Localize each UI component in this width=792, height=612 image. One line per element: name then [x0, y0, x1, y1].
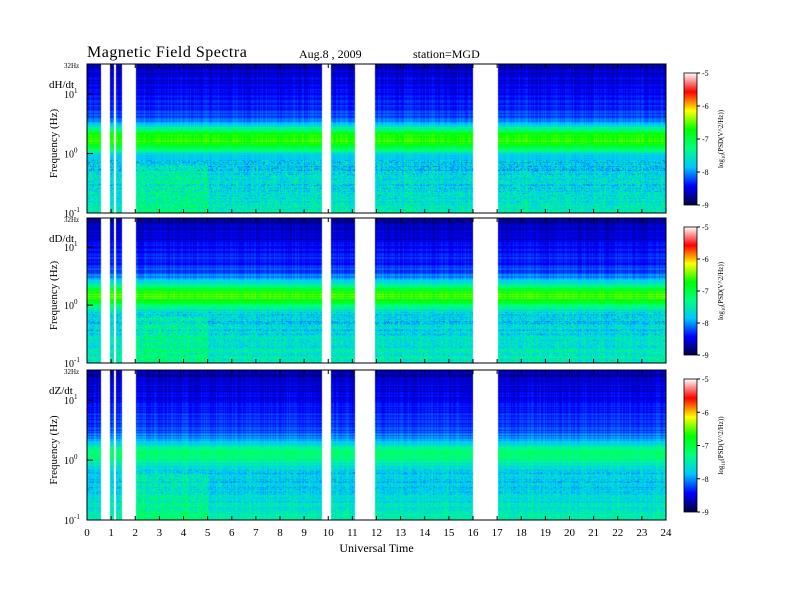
spectrogram-image-2 [87, 370, 666, 520]
chart-title: Magnetic Field Spectra [87, 44, 248, 61]
x-tick-label-23: 23 [636, 527, 648, 539]
colorbar-tick-label-2-3: -8 [702, 475, 709, 484]
spectrogram-image-0 [87, 64, 666, 213]
x-tick-label-24: 24 [661, 527, 673, 539]
y-tick-exp-0-2: -1 [74, 206, 80, 214]
y-tick-label-0-1: 100 [64, 147, 78, 161]
y-tick-label-0-0: 101 [64, 87, 78, 101]
x-tick-label-0: 0 [84, 527, 90, 539]
x-tick-label-17: 17 [492, 527, 504, 539]
colorbar-tick-label-1-1: -6 [702, 255, 709, 264]
x-axis-label: Universal Time [339, 541, 413, 555]
panel-label-0: dH/dt [49, 79, 74, 91]
panel-label-1: dD/dt [49, 233, 74, 245]
y-top-label-2: 32Hz [64, 368, 79, 376]
y-tick-exp-1-1: 0 [74, 298, 78, 306]
x-tick-label-21: 21 [588, 527, 599, 539]
colorbar-label-1: log10(PSD(V^2/Hz)) [717, 261, 727, 320]
y-tick-exp-0-0: 1 [74, 87, 78, 95]
x-tick-label-3: 3 [157, 527, 163, 539]
y-axis-label-0: Frequency (Hz) [48, 109, 60, 179]
spectrogram-image-1 [87, 218, 666, 363]
colorbar-tick-label-2-1: -6 [702, 408, 709, 417]
colorbar-tick-label-1-0: -5 [702, 223, 709, 232]
panel-label-2: dZ/dt [49, 385, 73, 397]
x-tick-label-12: 12 [371, 527, 382, 539]
colorbar-tick-label-2-4: -9 [702, 508, 709, 517]
x-tick-label-19: 19 [540, 527, 552, 539]
chart-station: station=MGD [413, 47, 480, 61]
colorbar-tick-label-1-3: -8 [702, 319, 709, 328]
x-tick-label-10: 10 [323, 527, 335, 539]
colorbar-tick-label-0-2: -7 [702, 135, 709, 144]
colorbar-tick-label-1-4: -9 [702, 351, 709, 360]
y-tick-exp-2-0: 1 [74, 393, 78, 401]
y-axis-label-1: Frequency (Hz) [48, 261, 60, 331]
x-tick-label-7: 7 [253, 527, 259, 539]
colorbar-tick-label-0-4: -9 [702, 201, 709, 210]
y-tick-label-1-0: 101 [64, 240, 78, 254]
y-tick-exp-2-2: -1 [74, 513, 80, 521]
x-tick-label-16: 16 [468, 527, 480, 539]
colorbar-tick-label-2-2: -7 [702, 442, 709, 451]
x-tick-label-11: 11 [347, 527, 358, 539]
y-tick-label-2-1: 100 [64, 453, 78, 467]
y-tick-label-2-2: 10-1 [64, 513, 80, 527]
y-tick-exp-0-1: 0 [74, 147, 78, 155]
colorbar-tick-label-0-0: -5 [702, 69, 709, 78]
x-tick-label-13: 13 [395, 527, 407, 539]
x-tick-label-8: 8 [277, 527, 283, 539]
y-tick-exp-1-0: 1 [74, 240, 78, 248]
x-tick-label-9: 9 [301, 527, 307, 539]
x-tick-label-5: 5 [205, 527, 211, 539]
colorbar-tick-label-0-1: -6 [702, 102, 709, 111]
colorbar-tick-label-2-0: -5 [702, 375, 709, 384]
y-tick-label-2-0: 101 [64, 393, 78, 407]
y-tick-label-1-1: 100 [64, 298, 78, 312]
y-top-label-1: 32Hz [64, 216, 79, 224]
colorbar-label-2: log10(PSD(V^2/Hz)) [717, 416, 727, 475]
y-axis-label-2: Frequency (Hz) [48, 415, 60, 485]
colorbar-tick-label-1-2: -7 [702, 287, 709, 296]
colorbar-0 [683, 72, 698, 206]
x-tick-label-22: 22 [612, 527, 623, 539]
x-tick-label-18: 18 [516, 527, 528, 539]
x-tick-label-1: 1 [108, 527, 114, 539]
colorbar-label-0: log10(PSD(V^2/Hz)) [717, 109, 727, 168]
x-tick-label-20: 20 [564, 527, 576, 539]
x-tick-label-2: 2 [133, 527, 139, 539]
x-tick-label-4: 4 [181, 527, 187, 539]
x-tick-label-14: 14 [419, 527, 431, 539]
y-top-label-0: 32Hz [64, 62, 79, 70]
y-tick-exp-1-2: -1 [74, 356, 80, 364]
x-tick-label-6: 6 [229, 527, 235, 539]
colorbar-tick-label-0-3: -8 [702, 168, 709, 177]
colorbar-2 [683, 378, 698, 513]
chart-date: Aug.8 , 2009 [299, 47, 362, 61]
x-tick-label-15: 15 [443, 527, 455, 539]
y-tick-exp-2-1: 0 [74, 453, 78, 461]
colorbar-1 [683, 226, 698, 356]
